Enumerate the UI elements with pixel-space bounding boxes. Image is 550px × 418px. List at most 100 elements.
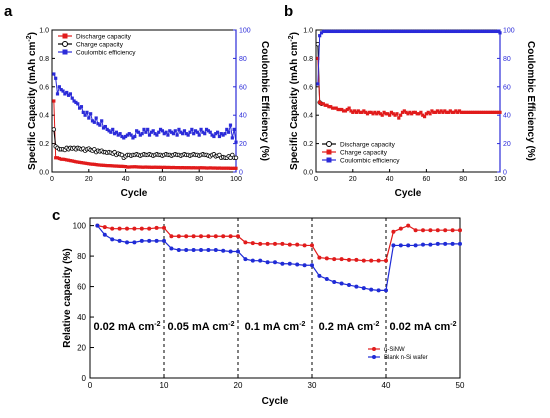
data-point-charge-capacity	[406, 112, 410, 116]
data-point-coulombic-efficiency	[492, 29, 497, 34]
data-point-coulombic-efficiency	[182, 129, 187, 133]
data-point-discharge-capacity	[212, 166, 216, 170]
x-tick-label: 20	[85, 176, 93, 183]
x-tick-label: 80	[459, 176, 467, 183]
legend-marker-ce-b	[326, 157, 332, 163]
data-point-charge-capacity	[400, 110, 405, 114]
data-point-coulombic-efficiency	[351, 29, 355, 34]
data-point-discharge-capacity	[184, 166, 188, 170]
data-point-discharge-capacity	[230, 166, 234, 170]
data-point-discharge-capacity	[87, 162, 91, 166]
data-point-coulombic-efficiency	[55, 92, 60, 96]
data-point-discharge-capacity	[206, 166, 210, 170]
data-point-discharge-capacity	[177, 165, 181, 170]
data-point-discharge-capacity	[164, 165, 168, 170]
data-point-n-sinw	[221, 234, 226, 239]
data-point-charge-capacity	[376, 110, 381, 114]
data-point-discharge-capacity	[204, 166, 209, 170]
data-point-n-sinw	[265, 241, 270, 246]
data-point-coulombic-efficiency	[448, 29, 452, 34]
data-point-discharge-capacity	[151, 165, 155, 169]
data-point-charge-capacity	[391, 112, 395, 116]
data-point-coulombic-efficiency	[435, 29, 440, 34]
data-point-charge-capacity	[481, 110, 486, 114]
data-point-blank-wafer	[184, 248, 189, 252]
y2-tick-label: 60	[239, 84, 247, 91]
y-tick-label: 0.4	[303, 113, 313, 120]
data-point-coulombic-efficiency	[367, 29, 371, 34]
series-line-discharge-capacity	[53, 100, 236, 169]
data-point-charge-capacity	[334, 106, 338, 110]
data-point-coulombic-efficiency	[388, 29, 392, 34]
data-point-blank-wafer	[102, 232, 107, 237]
data-point-coulombic-efficiency	[406, 29, 410, 34]
data-point-coulombic-efficiency	[373, 29, 377, 34]
data-point-coulombic-efficiency	[446, 29, 451, 34]
data-point-coulombic-efficiency	[389, 29, 394, 34]
data-point-charge-capacity	[421, 113, 425, 117]
data-point-discharge-capacity	[162, 165, 166, 169]
data-point-n-sinw	[302, 243, 307, 248]
data-point-coulombic-efficiency	[430, 29, 434, 34]
data-point-n-sinw	[450, 228, 455, 233]
data-point-n-sinw	[354, 257, 359, 262]
data-point-discharge-capacity	[122, 164, 126, 169]
data-point-coulombic-efficiency	[221, 133, 225, 137]
data-point-coulombic-efficiency	[481, 29, 486, 34]
data-point-discharge-capacity	[138, 165, 142, 169]
y-tick-label: 0.6	[39, 84, 49, 91]
data-point-coulombic-efficiency	[59, 88, 63, 92]
y-tick-label: 20	[77, 344, 86, 353]
data-point-discharge-capacity	[223, 166, 227, 170]
data-point-blank-wafer	[354, 284, 359, 289]
data-point-discharge-capacity	[147, 165, 152, 169]
legend-label-discharge-a: Discharge capacity	[76, 34, 132, 41]
data-point-charge-capacity	[446, 110, 451, 114]
y-ticks-c: 0 20 40 60 80 100	[73, 222, 94, 383]
data-point-coulombic-efficiency	[168, 129, 172, 133]
data-point-coulombic-efficiency	[65, 90, 69, 95]
data-point-discharge-capacity	[210, 166, 214, 170]
data-point-charge-capacity	[404, 110, 408, 114]
data-point-blank-wafer	[228, 249, 233, 254]
data-point-discharge-capacity	[179, 166, 183, 170]
legend-marker-discharge-a	[62, 33, 68, 39]
data-point-coulombic-efficiency	[330, 29, 335, 34]
data-point-charge-capacity	[480, 110, 484, 114]
data-point-charge-capacity	[389, 110, 394, 114]
panel-label-c: c	[52, 207, 60, 224]
data-point-coulombic-efficiency	[175, 133, 179, 137]
data-point-coulombic-efficiency	[79, 105, 84, 109]
data-point-blank-wafer	[221, 248, 226, 253]
data-point-coulombic-efficiency	[120, 134, 124, 139]
data-point-coulombic-efficiency	[334, 29, 338, 34]
data-point-coulombic-efficiency	[83, 113, 87, 117]
data-point-coulombic-efficiency	[96, 122, 100, 126]
data-point-discharge-capacity	[181, 165, 185, 170]
data-point-charge-capacity	[371, 112, 375, 116]
data-point-blank-wafer	[398, 243, 403, 248]
data-point-discharge-capacity	[203, 166, 207, 170]
data-point-coulombic-efficiency	[234, 140, 238, 144]
data-point-coulombic-efficiency	[371, 29, 375, 34]
data-point-charge-capacity	[432, 110, 436, 114]
data-point-coulombic-efficiency	[131, 136, 135, 140]
x-axis-label-a: Cycle	[121, 188, 148, 199]
data-point-coulombic-efficiency	[184, 132, 188, 136]
data-point-n-sinw	[443, 228, 448, 233]
data-point-charge-capacity	[369, 110, 373, 114]
data-point-coulombic-efficiency	[445, 29, 449, 34]
data-point-blank-wafer	[361, 286, 366, 291]
data-point-coulombic-efficiency	[188, 130, 192, 134]
data-point-coulombic-efficiency	[87, 116, 91, 120]
data-point-charge-capacity	[51, 127, 57, 132]
data-point-charge-capacity	[395, 112, 399, 116]
y-tick-label: 0.0	[39, 170, 49, 177]
data-point-discharge-capacity	[103, 163, 107, 168]
x-tick-label: 10	[160, 381, 169, 390]
data-point-n-sinw	[199, 234, 203, 239]
data-point-n-sinw	[243, 240, 248, 245]
y2-tick-label: 60	[503, 84, 511, 91]
data-point-charge-capacity	[318, 100, 322, 105]
